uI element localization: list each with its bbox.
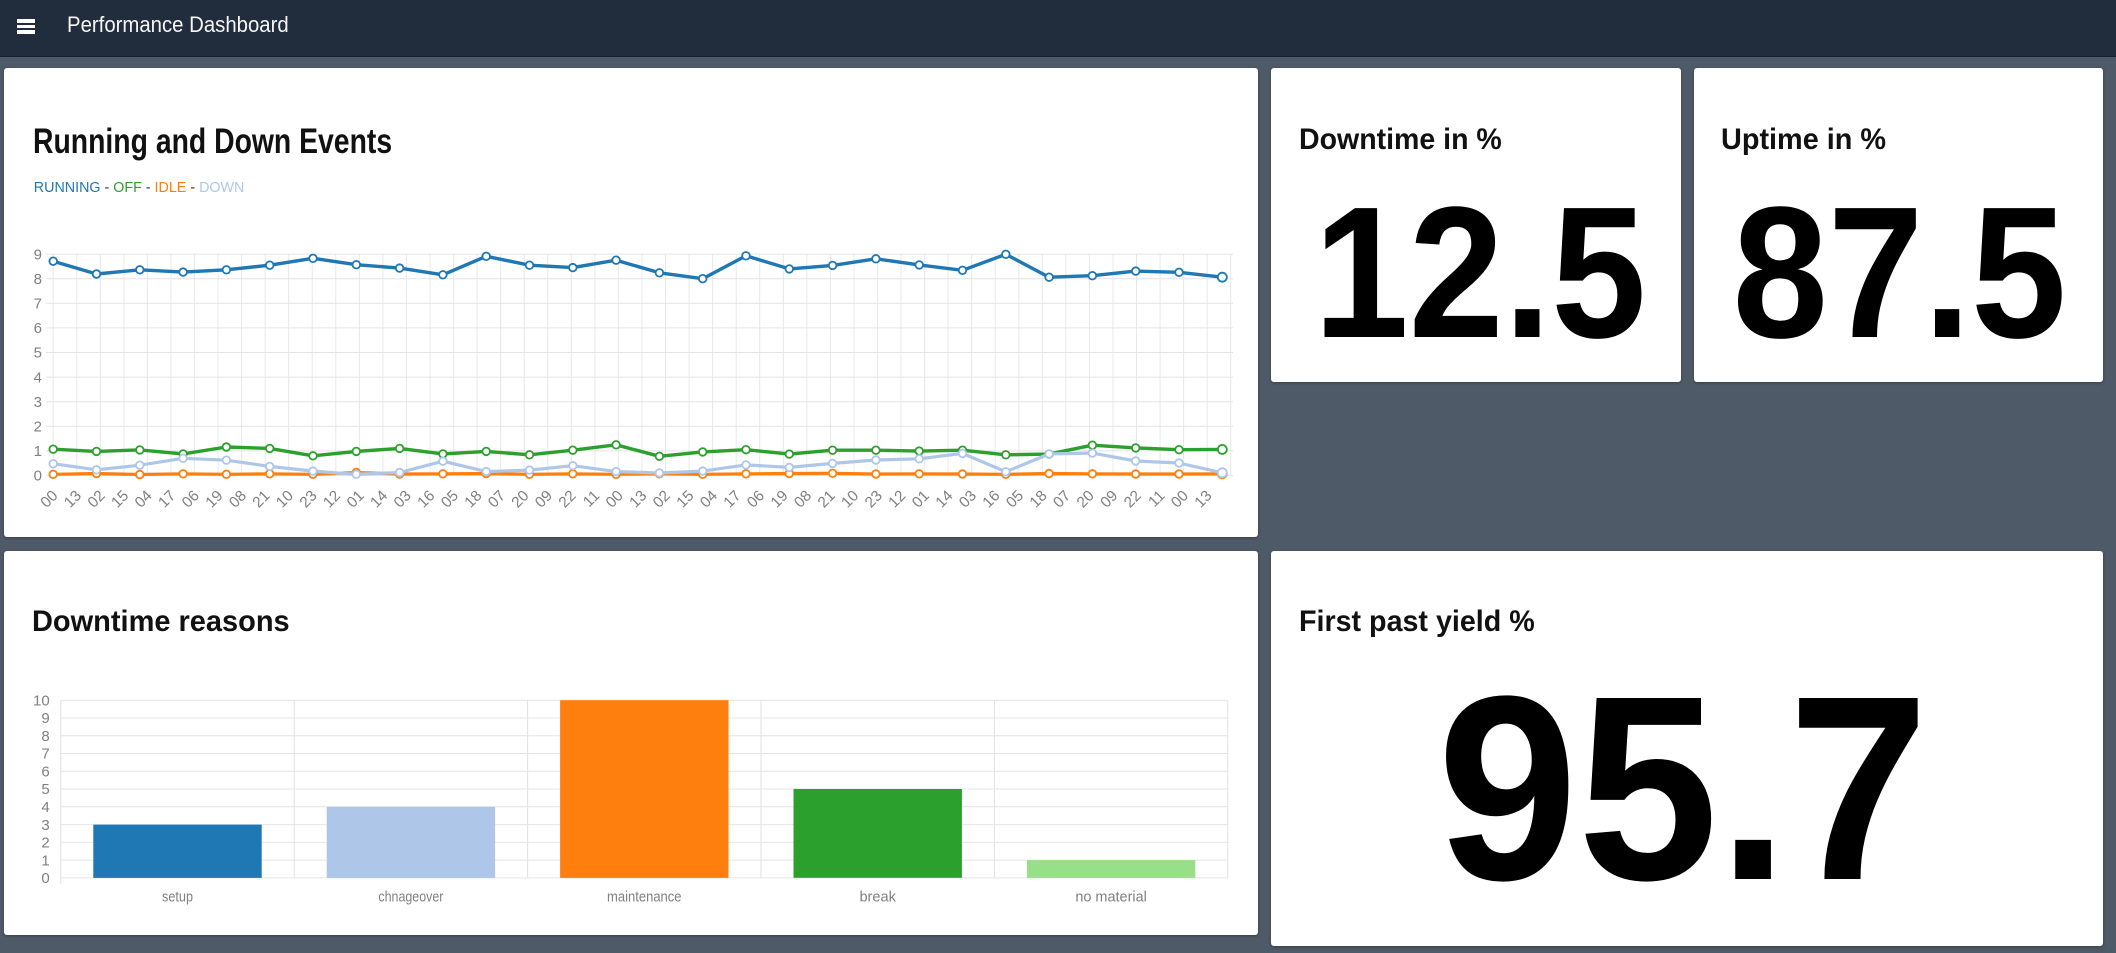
svg-text:21: 21 (815, 487, 839, 511)
svg-text:11: 11 (580, 487, 603, 510)
svg-text:07: 07 (485, 487, 509, 511)
svg-text:06: 06 (179, 487, 203, 511)
svg-text:00: 00 (1168, 487, 1192, 511)
svg-text:09: 09 (1097, 487, 1121, 511)
svg-text:1: 1 (41, 852, 49, 869)
svg-text:maintenance: maintenance (607, 888, 682, 905)
svg-text:05: 05 (438, 487, 462, 511)
svg-text:chnageover: chnageover (378, 888, 443, 905)
svg-text:01: 01 (344, 487, 368, 511)
svg-text:10: 10 (33, 692, 50, 709)
svg-text:09: 09 (532, 487, 556, 511)
svg-text:23: 23 (297, 487, 321, 511)
svg-text:2: 2 (34, 419, 42, 436)
svg-text:05: 05 (1003, 487, 1027, 511)
svg-text:12: 12 (320, 487, 344, 511)
svg-text:6: 6 (41, 763, 49, 780)
svg-text:02: 02 (85, 487, 109, 511)
svg-text:9: 9 (41, 710, 49, 727)
svg-text:13: 13 (61, 487, 85, 511)
svg-text:08: 08 (791, 487, 815, 511)
svg-text:7: 7 (41, 745, 49, 762)
svg-text:23: 23 (862, 487, 886, 511)
svg-text:11: 11 (1145, 487, 1168, 510)
svg-text:04: 04 (132, 487, 156, 511)
svg-text:1: 1 (34, 443, 42, 460)
svg-text:06: 06 (744, 487, 768, 511)
svg-text:07: 07 (1050, 487, 1074, 511)
svg-text:18: 18 (461, 487, 485, 511)
svg-text:6: 6 (34, 320, 42, 337)
svg-text:16: 16 (979, 487, 1003, 511)
svg-text:5: 5 (34, 345, 42, 362)
svg-text:0: 0 (34, 468, 42, 485)
svg-text:18: 18 (1027, 487, 1051, 511)
svg-text:13: 13 (626, 487, 650, 511)
svg-text:08: 08 (226, 487, 250, 511)
svg-text:5: 5 (41, 781, 49, 798)
svg-text:12: 12 (885, 487, 909, 511)
svg-text:setup: setup (162, 888, 193, 905)
svg-text:01: 01 (909, 487, 933, 511)
svg-text:no material: no material (1075, 888, 1147, 905)
svg-text:00: 00 (37, 487, 61, 511)
svg-text:16: 16 (414, 487, 438, 511)
svg-text:00: 00 (603, 487, 627, 511)
svg-text:14: 14 (932, 487, 956, 511)
svg-text:9: 9 (34, 246, 42, 263)
svg-text:3: 3 (34, 394, 42, 411)
svg-text:14: 14 (367, 487, 391, 511)
svg-text:2: 2 (41, 834, 49, 851)
svg-text:4: 4 (34, 369, 42, 386)
svg-text:10: 10 (273, 487, 297, 511)
svg-text:02: 02 (650, 487, 674, 511)
svg-text:17: 17 (720, 487, 744, 511)
svg-text:15: 15 (673, 487, 697, 511)
svg-text:22: 22 (556, 487, 580, 511)
svg-text:8: 8 (41, 727, 49, 744)
svg-text:7: 7 (34, 296, 42, 313)
svg-text:04: 04 (697, 487, 721, 511)
svg-text:10: 10 (838, 487, 862, 511)
svg-text:15: 15 (108, 487, 132, 511)
svg-text:3: 3 (41, 816, 49, 833)
svg-text:4: 4 (41, 799, 49, 816)
svg-text:17: 17 (155, 487, 179, 511)
svg-text:20: 20 (508, 487, 532, 511)
svg-text:break: break (859, 888, 896, 905)
svg-text:20: 20 (1074, 487, 1098, 511)
svg-text:03: 03 (956, 487, 980, 511)
svg-text:21: 21 (249, 487, 273, 511)
svg-text:22: 22 (1121, 487, 1145, 511)
svg-text:13: 13 (1191, 487, 1215, 511)
svg-text:19: 19 (202, 487, 226, 511)
svg-text:19: 19 (768, 487, 792, 511)
svg-text:8: 8 (34, 271, 42, 288)
svg-text:03: 03 (391, 487, 415, 511)
svg-text:0: 0 (41, 870, 49, 887)
